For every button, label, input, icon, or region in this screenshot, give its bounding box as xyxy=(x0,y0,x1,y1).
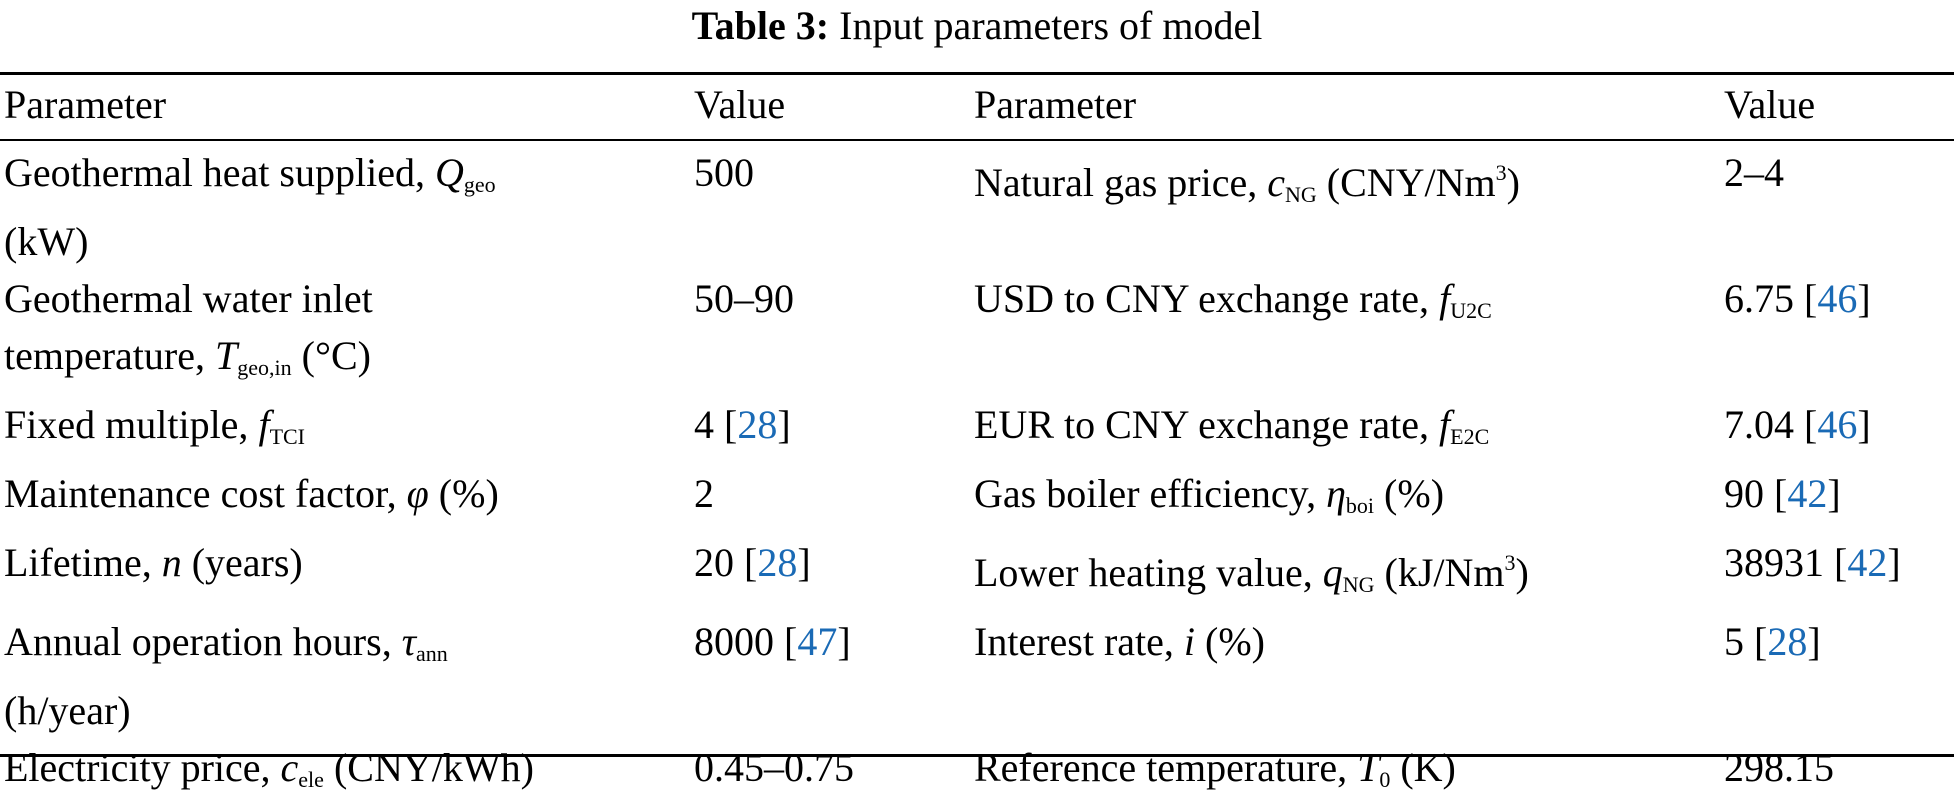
parameter-cell: Maintenance cost factor, φ (%) xyxy=(4,471,499,516)
parameter-cell: Lifetime, n (years) xyxy=(4,540,303,585)
header-value-right: Value xyxy=(1724,82,1816,127)
header-parameter-right: Parameter xyxy=(974,82,1137,127)
caption-label: Table 3: xyxy=(691,3,830,48)
citation-link[interactable]: 46 xyxy=(1817,276,1858,321)
table-row: Geothermal heat supplied, Qgeo (kW) 500 … xyxy=(0,139,1954,270)
table-row: Lifetime, n (years) 20 [28] Lower heatin… xyxy=(0,534,1954,613)
value-cell: 5 [28] xyxy=(1724,619,1821,664)
value-cell: 2 xyxy=(694,471,714,516)
citation-link[interactable]: 42 xyxy=(1787,471,1828,516)
parameter-cell: USD to CNY exchange rate, fU2C xyxy=(974,276,1492,323)
value-cell: 2–4 xyxy=(1724,150,1784,195)
citation-link[interactable]: 42 xyxy=(1847,540,1888,585)
citation-link[interactable]: 28 xyxy=(737,402,778,447)
value-cell: 298.15 xyxy=(1724,745,1834,790)
citation-link[interactable]: 28 xyxy=(757,540,798,585)
table-caption: Table 3: Input parameters of model xyxy=(0,0,1954,60)
parameter-cell: Gas boiler efficiency, ηboi (%) xyxy=(974,471,1445,518)
table-row: Electricity price, cele (CNY/kWh) 0.45–0… xyxy=(0,739,1954,808)
value-cell: 6.75 [46] xyxy=(1724,276,1871,321)
value-cell: 4 [28] xyxy=(694,402,791,447)
parameters-table: Parameter Value Parameter Value Geotherm… xyxy=(0,76,1954,808)
top-rule xyxy=(0,72,1954,75)
citation-link[interactable]: 28 xyxy=(1767,619,1808,664)
parameter-cell: Geothermal heat supplied, Qgeo (kW) xyxy=(4,150,496,264)
value-cell: 8000 [47] xyxy=(694,619,851,664)
citation-link[interactable]: 46 xyxy=(1817,402,1858,447)
parameter-cell: Interest rate, i (%) xyxy=(974,619,1265,664)
header-parameter-left: Parameter xyxy=(4,82,167,127)
parameter-cell: Reference temperature, T0 (K) xyxy=(974,745,1456,792)
parameter-cell: Lower heating value, qNG (kJ/Nm3) xyxy=(974,550,1529,597)
parameter-cell: Electricity price, cele (CNY/kWh) xyxy=(4,745,534,792)
table-row: Maintenance cost factor, φ (%) 2 Gas boi… xyxy=(0,465,1954,534)
header-value-left: Value xyxy=(694,82,786,127)
value-cell: 50–90 xyxy=(694,276,794,321)
parameter-cell: Geothermal water inlet temperature, Tgeo… xyxy=(4,276,373,380)
header-rule xyxy=(0,139,1954,141)
value-cell: 0.45–0.75 xyxy=(694,745,854,790)
value-cell: 90 [42] xyxy=(1724,471,1841,516)
table-row: Geothermal water inlet temperature, Tgeo… xyxy=(0,270,1954,396)
parameter-cell: Annual operation hours, τann (h/year) xyxy=(4,619,448,733)
parameter-cell: EUR to CNY exchange rate, fE2C xyxy=(974,402,1490,449)
parameter-cell: Fixed multiple, fTCI xyxy=(4,402,306,449)
citation-link[interactable]: 47 xyxy=(797,619,838,664)
table-row: Fixed multiple, fTCI 4 [28] EUR to CNY e… xyxy=(0,396,1954,465)
value-cell: 500 xyxy=(694,150,754,195)
bottom-rule xyxy=(0,754,1954,757)
table-row: Annual operation hours, τann (h/year) 80… xyxy=(0,613,1954,739)
header-row: Parameter Value Parameter Value xyxy=(0,76,1954,139)
value-cell: 7.04 [46] xyxy=(1724,402,1871,447)
value-cell: 20 [28] xyxy=(694,540,811,585)
caption-title: Input parameters of model xyxy=(839,3,1263,48)
parameter-cell: Natural gas price, cNG (CNY/Nm3) xyxy=(974,160,1520,207)
value-cell: 38931 [42] xyxy=(1724,540,1901,585)
